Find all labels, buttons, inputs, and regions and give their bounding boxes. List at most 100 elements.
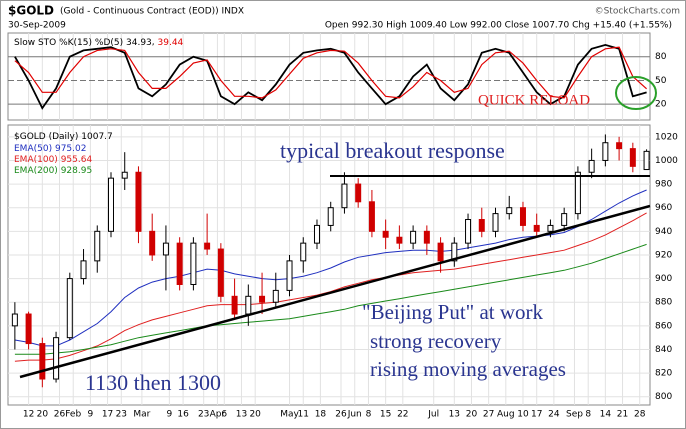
x-tick-label: 6 — [221, 410, 227, 420]
trend-line — [19, 204, 651, 379]
x-tick-label: 8 — [585, 410, 591, 420]
candle-body — [53, 337, 60, 380]
stoch-panel — [7, 32, 651, 121]
candle-body — [121, 171, 128, 179]
y-tick-label: 840 — [655, 345, 672, 355]
candle-body — [368, 201, 375, 232]
y-tick-label: 900 — [655, 274, 672, 284]
candle-body — [478, 219, 485, 232]
candle-body — [80, 260, 87, 280]
y-tick-label: 860 — [655, 321, 672, 331]
candle-body — [547, 224, 554, 232]
candle-body — [313, 224, 320, 244]
y-tick-label: 20 — [655, 100, 667, 110]
x-tick-label: 15 — [380, 410, 391, 420]
candle-body — [149, 230, 156, 256]
y-tick-label: 940 — [655, 227, 672, 237]
candle-body — [217, 248, 224, 297]
x-tick-label: 14 — [600, 410, 612, 420]
candle-body — [588, 159, 595, 173]
candle-body — [286, 260, 293, 291]
x-tick-label: 26 — [335, 410, 347, 420]
quote: Open 992.30 High 1009.40 Low 992.00 Clos… — [325, 21, 672, 31]
k-value: 34.93 — [126, 38, 152, 48]
annotation: QUICK RELOAD — [478, 92, 590, 108]
credit: ©StockCharts.com — [595, 7, 680, 17]
legend-entry: EMA(100) 955.64 — [14, 155, 92, 165]
legend-name: EMA(200) — [14, 166, 58, 176]
x-tick-label: 13 — [449, 410, 460, 420]
annotation: rising moving averages — [370, 357, 566, 381]
x-tick-label: 21 — [617, 410, 628, 420]
legend-value: 928.95 — [61, 166, 93, 176]
price-title: $GOLD (Daily) — [14, 132, 78, 142]
candle-body — [231, 295, 238, 315]
candle-body — [259, 295, 266, 303]
x-tick-label: 20 — [37, 410, 49, 420]
candle-body — [11, 313, 18, 327]
annotation: "Beijing Put" at work — [362, 300, 544, 324]
price-legend: $GOLD (Daily) 1007.7 — [14, 132, 113, 142]
candle-body — [190, 242, 197, 285]
x-tick-label: 24 — [548, 410, 560, 420]
candle-body — [135, 171, 142, 232]
description: (Gold - Continuous Contract (EOD)) INDX — [60, 7, 244, 17]
candle-body — [204, 242, 211, 250]
stoch-label: Slow STO %K(15) %D(5) 34.93, 39.44 — [14, 38, 184, 48]
price-panel — [7, 124, 651, 406]
y-tick-label: 960 — [655, 203, 672, 213]
candle-body — [492, 213, 499, 232]
ema-line — [14, 243, 647, 355]
y-tick-label: 820 — [655, 369, 672, 379]
annotation: strong recovery — [370, 329, 502, 353]
x-tick-label: 17 — [102, 410, 113, 420]
x-tick-label: 13 — [236, 410, 247, 420]
candle-body — [465, 219, 472, 244]
candle-body — [561, 213, 568, 226]
x-tick-label: 9 — [88, 410, 94, 420]
candle-body — [506, 207, 513, 215]
x-tick-label: May — [280, 410, 299, 420]
y-tick-label: 1020 — [655, 132, 678, 142]
x-tick-label: Jul — [427, 410, 439, 420]
candle-body — [574, 171, 581, 215]
annotation: 1130 then 1300 — [85, 370, 221, 395]
candle-body — [396, 236, 403, 244]
candle-body — [423, 230, 430, 244]
price-last: 1007.7 — [81, 132, 113, 142]
x-tick-label: 17 — [531, 410, 542, 420]
x-tick-label: 11 — [298, 410, 309, 420]
x-tick-label: 23 — [116, 410, 127, 420]
x-tick-label: 16 — [177, 410, 189, 420]
x-tick-label: Jun — [347, 410, 362, 420]
candle-body — [451, 242, 458, 262]
candle-body — [327, 207, 334, 226]
y-tick-label: 920 — [655, 250, 672, 260]
candle-body — [519, 207, 526, 226]
x-tick-label: Apr — [210, 410, 226, 420]
y-tick-label: 50 — [655, 76, 667, 86]
x-tick-label: Aug — [497, 410, 515, 420]
x-tick-label: 22 — [397, 410, 408, 420]
legend-name: EMA(100) — [14, 155, 58, 165]
x-tick-label: Mar — [133, 410, 150, 420]
y-tick-label: 800 — [655, 392, 672, 402]
y-tick-label: 980 — [655, 180, 672, 190]
y-tick-label: 1000 — [655, 156, 678, 166]
date: 30-Sep-2009 — [8, 21, 66, 31]
x-tick-label: 23 — [198, 410, 209, 420]
legend-name: EMA(50) — [14, 144, 52, 154]
candle-body — [643, 150, 650, 171]
stoch-line — [14, 43, 647, 110]
x-tick-label: 20 — [466, 410, 478, 420]
candle-body — [245, 295, 252, 315]
candle-body — [382, 230, 389, 238]
x-tick-label: 9 — [166, 410, 172, 420]
candle-body — [616, 142, 623, 150]
x-tick-label: 12 — [23, 410, 34, 420]
x-tick-label: 27 — [483, 410, 494, 420]
candle-body — [94, 230, 101, 262]
candle-body — [300, 242, 307, 262]
stoch-line — [14, 46, 647, 99]
